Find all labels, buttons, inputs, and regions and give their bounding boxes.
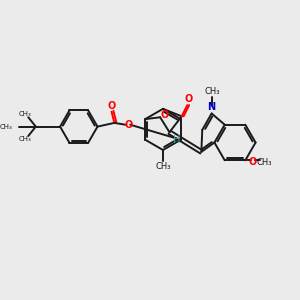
Text: CH₃: CH₃ <box>18 112 31 118</box>
Text: CH₃: CH₃ <box>18 136 31 142</box>
Text: N: N <box>207 102 215 112</box>
Text: O: O <box>161 110 169 120</box>
Text: O: O <box>249 157 257 167</box>
Text: O: O <box>184 94 192 104</box>
Text: CH₃: CH₃ <box>0 124 12 130</box>
Text: CH₃: CH₃ <box>155 162 171 171</box>
Text: H: H <box>173 135 181 145</box>
Text: CH₃: CH₃ <box>205 86 220 95</box>
Text: O: O <box>107 101 116 111</box>
Text: CH₃: CH₃ <box>256 158 272 167</box>
Text: O: O <box>124 120 133 130</box>
